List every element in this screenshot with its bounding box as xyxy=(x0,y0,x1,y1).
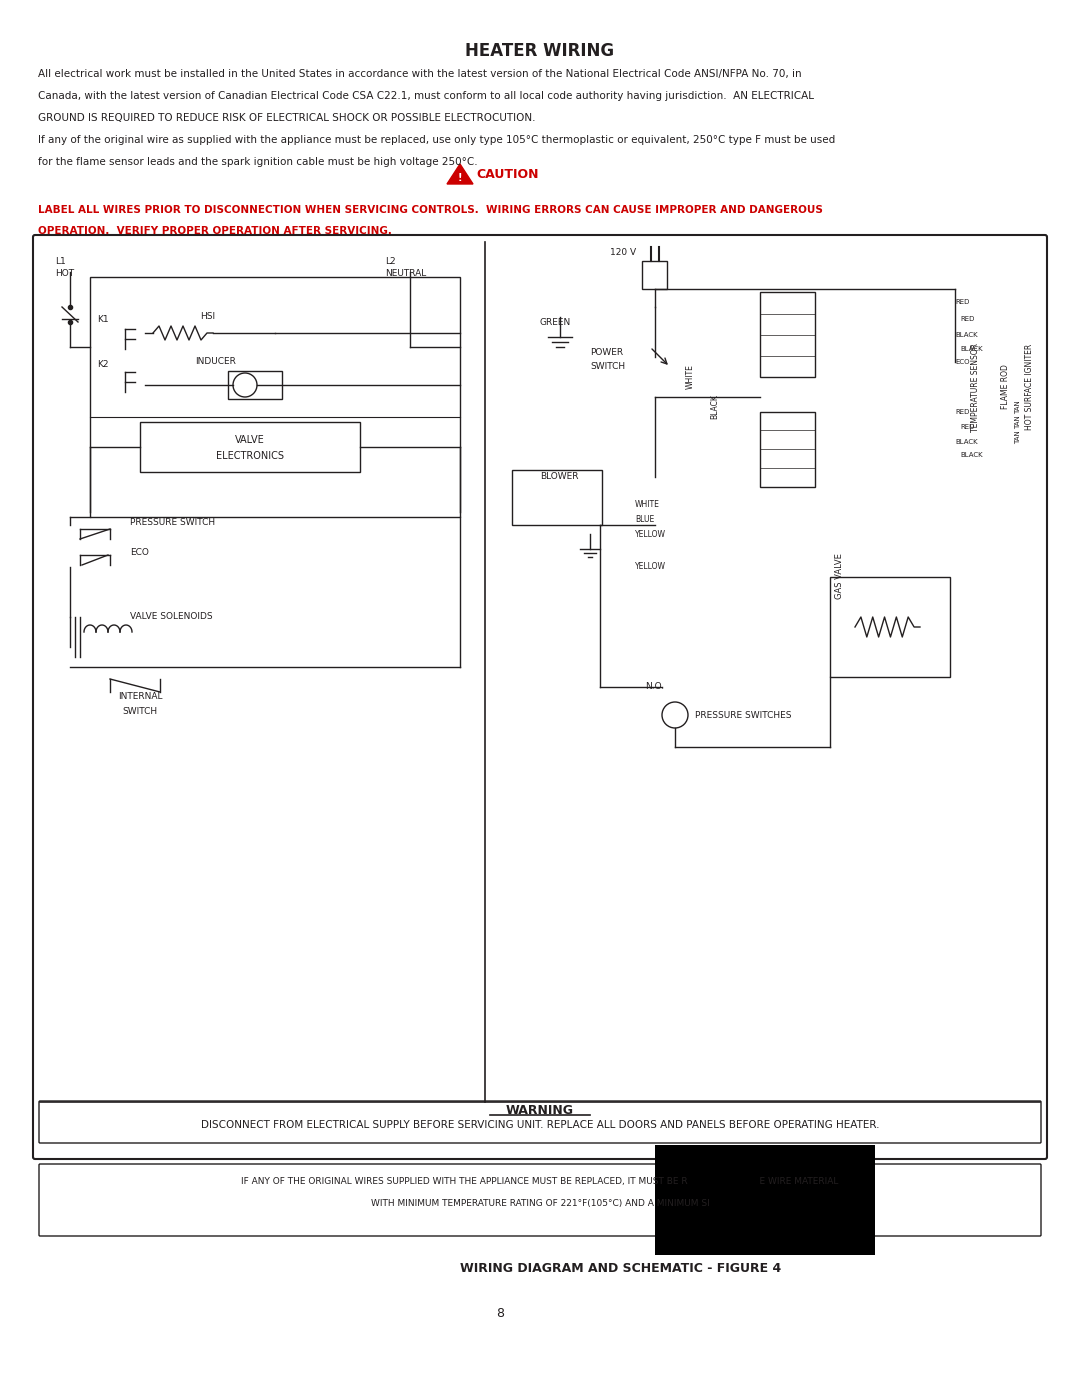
Text: BLACK: BLACK xyxy=(960,346,983,352)
Text: SWITCH: SWITCH xyxy=(590,362,625,372)
Polygon shape xyxy=(447,163,473,184)
Text: POWER: POWER xyxy=(590,348,623,358)
Text: RED: RED xyxy=(960,425,974,430)
Text: PRESSURE SWITCH: PRESSURE SWITCH xyxy=(130,518,215,527)
Text: HSI: HSI xyxy=(200,312,215,321)
Text: RED: RED xyxy=(960,316,974,321)
Bar xyxy=(228,372,282,400)
Text: TAN: TAN xyxy=(1015,415,1021,429)
FancyBboxPatch shape xyxy=(39,1101,1041,1143)
Bar xyxy=(654,1146,875,1255)
Text: L1: L1 xyxy=(55,257,66,265)
Text: BLACK: BLACK xyxy=(955,439,977,446)
Text: GROUND IS REQUIRED TO REDUCE RISK OF ELECTRICAL SHOCK OR POSSIBLE ELECTROCUTION.: GROUND IS REQUIRED TO REDUCE RISK OF ELE… xyxy=(38,113,536,123)
Text: All electrical work must be installed in the United States in accordance with th: All electrical work must be installed in… xyxy=(38,68,801,80)
Text: BLOWER: BLOWER xyxy=(540,472,579,481)
Text: WITH MINIMUM TEMPERATURE RATING OF 221°F(105°C) AND A MINIMUM SI: WITH MINIMUM TEMPERATURE RATING OF 221°F… xyxy=(370,1199,710,1208)
Bar xyxy=(512,469,602,525)
Text: Canada, with the latest version of Canadian Electrical Code CSA C22.1, must conf: Canada, with the latest version of Canad… xyxy=(38,91,814,101)
Text: ELECTRONICS: ELECTRONICS xyxy=(216,451,284,461)
Text: RED: RED xyxy=(955,299,970,305)
Text: TAN: TAN xyxy=(1015,430,1021,444)
Text: L2: L2 xyxy=(384,257,395,265)
Text: 8: 8 xyxy=(496,1308,504,1320)
Bar xyxy=(642,261,667,289)
Bar xyxy=(760,292,815,377)
Text: VALVE SOLENOIDS: VALVE SOLENOIDS xyxy=(130,612,213,622)
Text: If any of the original wire as supplied with the appliance must be replaced, use: If any of the original wire as supplied … xyxy=(38,136,835,145)
Text: ECO: ECO xyxy=(955,359,970,365)
Text: K2: K2 xyxy=(97,360,108,369)
Text: HEATER WIRING: HEATER WIRING xyxy=(465,42,615,60)
FancyBboxPatch shape xyxy=(39,1164,1041,1236)
Text: VALVE: VALVE xyxy=(235,434,265,446)
Text: TAN: TAN xyxy=(1015,400,1021,414)
Text: HOT SURFACE IGNITER: HOT SURFACE IGNITER xyxy=(1026,344,1035,430)
Bar xyxy=(140,422,360,472)
Text: ECO: ECO xyxy=(130,548,149,557)
Text: GREEN: GREEN xyxy=(540,319,571,327)
Text: OPERATION.  VERIFY PROPER OPERATION AFTER SERVICING.: OPERATION. VERIFY PROPER OPERATION AFTER… xyxy=(38,226,392,236)
Text: PRESSURE SWITCHES: PRESSURE SWITCHES xyxy=(696,711,792,719)
Bar xyxy=(831,577,950,678)
Text: DISCONNECT FROM ELECTRICAL SUPPLY BEFORE SERVICING UNIT. REPLACE ALL DOORS AND P: DISCONNECT FROM ELECTRICAL SUPPLY BEFORE… xyxy=(201,1120,879,1130)
Text: LABEL ALL WIRES PRIOR TO DISCONNECTION WHEN SERVICING CONTROLS.  WIRING ERRORS C: LABEL ALL WIRES PRIOR TO DISCONNECTION W… xyxy=(38,205,823,215)
Text: YELLOW: YELLOW xyxy=(635,529,666,539)
Text: WHITE: WHITE xyxy=(686,365,694,388)
Text: INTERNAL: INTERNAL xyxy=(118,692,162,701)
Text: TEMPERATURE SENSOR: TEMPERATURE SENSOR xyxy=(971,342,980,432)
Bar xyxy=(760,412,815,488)
Bar xyxy=(90,277,460,517)
Text: CAUTION: CAUTION xyxy=(476,169,539,182)
FancyBboxPatch shape xyxy=(33,235,1047,1160)
Text: WIRING DIAGRAM AND SCHEMATIC - FIGURE 4: WIRING DIAGRAM AND SCHEMATIC - FIGURE 4 xyxy=(460,1261,781,1275)
Text: !: ! xyxy=(458,173,462,183)
Text: WHITE: WHITE xyxy=(635,500,660,509)
Text: SWITCH: SWITCH xyxy=(122,707,158,717)
Text: BLACK: BLACK xyxy=(960,453,983,458)
Text: INDUCER: INDUCER xyxy=(195,358,235,366)
Text: BLACK: BLACK xyxy=(711,394,719,419)
Text: WARNING: WARNING xyxy=(507,1104,573,1118)
Text: IF ANY OF THE ORIGINAL WIRES SUPPLIED WITH THE APPLIANCE MUST BE REPLACED, IT MU: IF ANY OF THE ORIGINAL WIRES SUPPLIED WI… xyxy=(241,1178,839,1186)
Text: N.O.: N.O. xyxy=(645,682,664,692)
Text: BLUE: BLUE xyxy=(635,515,654,524)
Text: BLACK: BLACK xyxy=(955,332,977,338)
Text: RED: RED xyxy=(955,409,970,415)
Text: HOT: HOT xyxy=(55,270,75,278)
Text: for the flame sensor leads and the spark ignition cable must be high voltage 250: for the flame sensor leads and the spark… xyxy=(38,156,477,168)
Text: NEUTRAL: NEUTRAL xyxy=(384,270,427,278)
Text: YELLOW: YELLOW xyxy=(635,562,666,571)
Text: GAS VALVE: GAS VALVE xyxy=(836,553,845,599)
Text: 120 V: 120 V xyxy=(610,249,636,257)
Text: FLAME ROD: FLAME ROD xyxy=(1000,365,1010,409)
Text: K1: K1 xyxy=(97,314,109,324)
